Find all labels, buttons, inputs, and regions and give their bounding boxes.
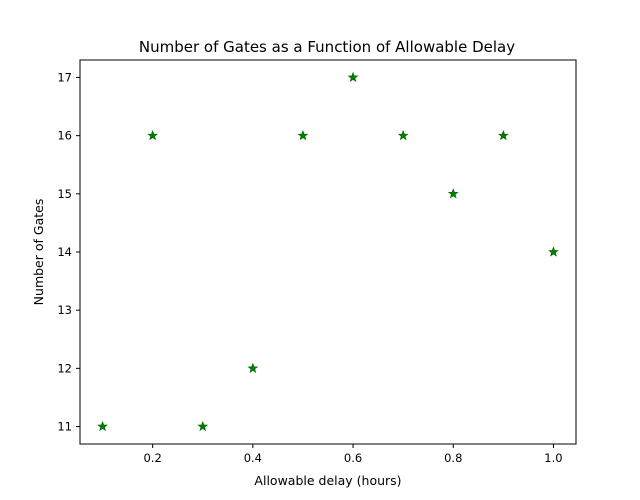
data-point-star [97, 420, 108, 432]
x-axis: 0.2 0.4 0.6 0.8 1.0 [143, 444, 563, 465]
data-point-star [548, 246, 559, 257]
y-tick-label: 15 [57, 187, 72, 201]
data-point-star [247, 362, 259, 373]
x-tick-label: 0.6 [344, 451, 362, 465]
data-point-star [147, 129, 159, 141]
data-point-star [447, 188, 459, 199]
data-point-star [347, 71, 359, 83]
chart-title: Number of Gates as a Function of Allowab… [139, 38, 515, 56]
x-tick-label: 0.4 [244, 451, 262, 465]
data-points [97, 71, 559, 432]
data-point-star [397, 129, 409, 141]
x-tick-label: 0.8 [444, 451, 462, 465]
x-tick-label: 0.2 [143, 451, 161, 465]
y-tick-label: 16 [57, 129, 72, 143]
data-point-star [297, 129, 309, 141]
y-axis: 11 12 13 14 15 16 17 [57, 70, 80, 434]
x-axis-label: Allowable delay (hours) [254, 473, 401, 488]
y-axis-label: Number of Gates [31, 199, 46, 306]
x-tick-label: 1.0 [544, 451, 562, 465]
plot-area [79, 59, 577, 445]
y-tick-label: 11 [57, 420, 72, 434]
data-point-star [497, 129, 509, 141]
y-tick-label: 17 [57, 70, 72, 84]
data-point-star [197, 420, 209, 432]
y-tick-label: 13 [57, 303, 72, 317]
y-tick-label: 12 [57, 361, 72, 375]
y-tick-label: 14 [57, 245, 72, 259]
